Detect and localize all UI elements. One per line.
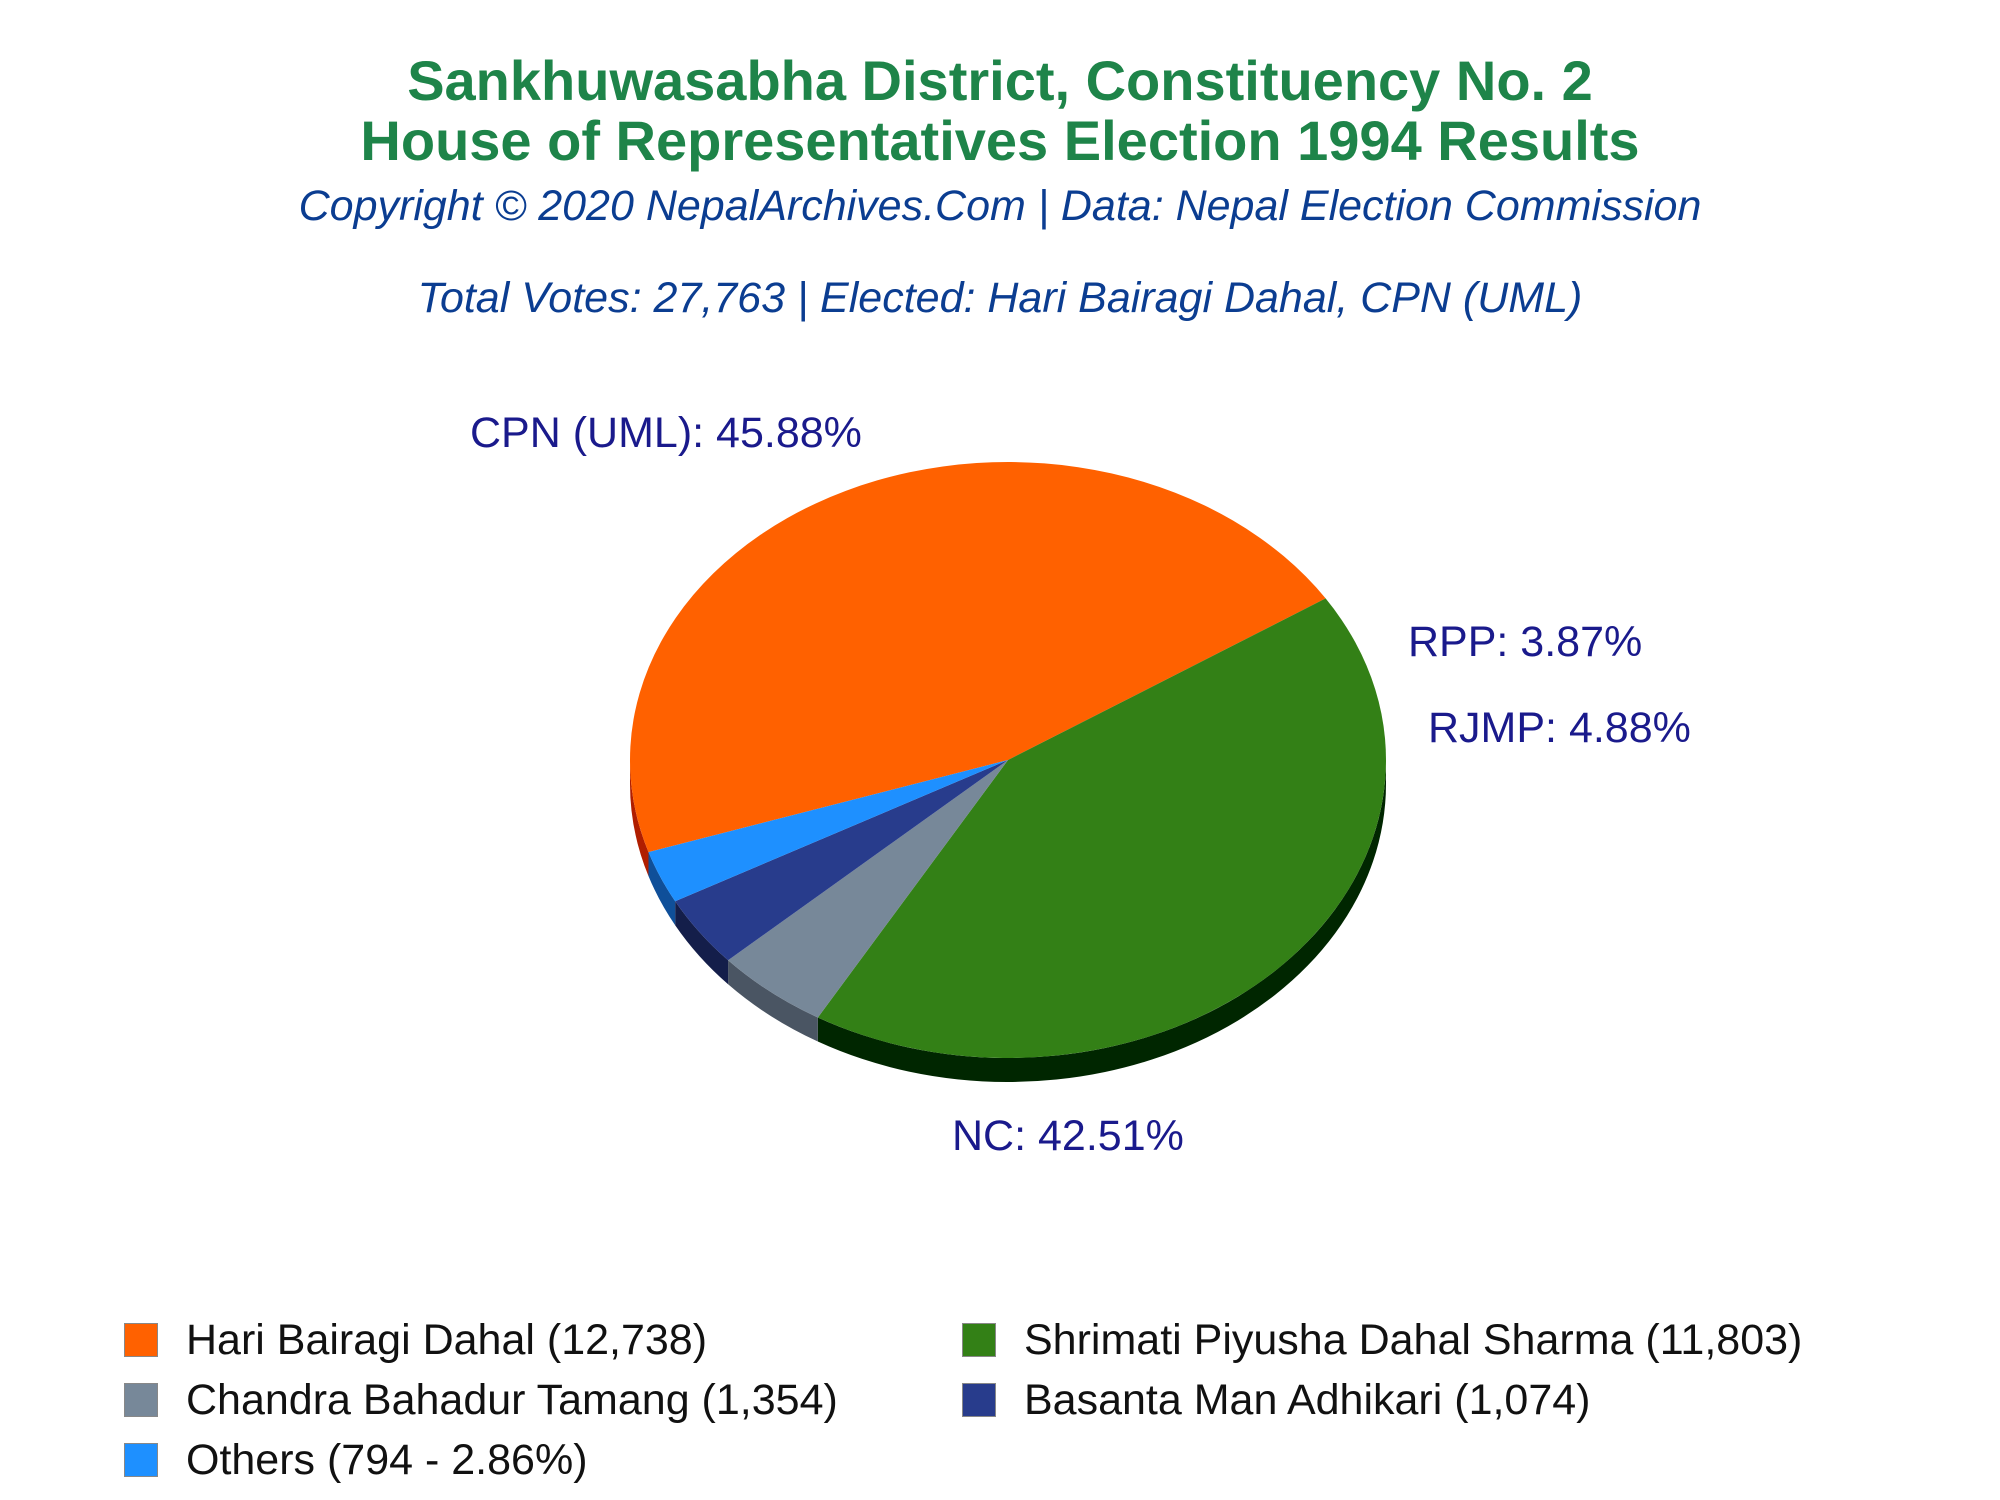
slice-label-cpn-uml: CPN (UML): 45.88% [470, 409, 862, 457]
pie-depth [630, 760, 1386, 1082]
pie-depth-cpn-uml [630, 760, 649, 877]
legend-label: Others (794 - 2.86%) [186, 1435, 588, 1484]
pie-depth-nc [817, 760, 1386, 1082]
pie-depth-rjmp [728, 960, 818, 1042]
chart-title: Sankhuwasabha District, Constituency No.… [407, 49, 1593, 112]
pie-depth-rpp [675, 901, 729, 985]
legend-item: Chandra Bahadur Tamang (1,354) [124, 1374, 838, 1426]
legend-label: Hari Bairagi Dahal (12,738) [186, 1315, 708, 1364]
legend-swatch [124, 1443, 158, 1477]
chart-title-line2: House of Representatives Election 1994 R… [360, 109, 1640, 172]
legend-item: Hari Bairagi Dahal (12,738) [124, 1314, 707, 1366]
legend-swatch [962, 1383, 996, 1417]
pie-slice-nc [817, 598, 1386, 1058]
legend-item: Others (794 - 2.86%) [124, 1434, 588, 1486]
chart-subtitle: Copyright © 2020 NepalArchives.Com | Dat… [298, 182, 1702, 230]
legend-swatch [962, 1323, 996, 1357]
legend-label: Shrimati Piyusha Dahal Sharma (11,803) [1024, 1315, 1803, 1364]
slice-label-rjmp: RJMP: 4.88% [1428, 704, 1691, 752]
pie-slices [629, 462, 1386, 1058]
legend-item: Shrimati Piyusha Dahal Sharma (11,803) [962, 1314, 1802, 1366]
pie-slice-others [648, 760, 1008, 902]
legend-label: Chandra Bahadur Tamang (1,354) [186, 1375, 838, 1424]
pie-depth-others [648, 852, 676, 926]
legend-item: Basanta Man Adhikari (1,074) [962, 1374, 1591, 1426]
legend-swatch [124, 1323, 158, 1357]
pie-labels: CPN (UML): 45.88% NC: 42.51% RJMP: 4.88% RP… [470, 409, 1691, 1160]
legend-label: Basanta Man Adhikari (1,074) [1024, 1375, 1591, 1424]
pie-slice-cpn-uml [629, 462, 1326, 853]
slice-label-nc: NC: 42.51% [952, 1112, 1184, 1160]
chart-summary: Total Votes: 27,763 | Elected: Hari Bair… [417, 274, 1583, 322]
pie-slice-rjmp [728, 760, 1008, 1018]
slice-label-rpp: RPP: 3.87% [1408, 618, 1642, 666]
legend-swatch [124, 1383, 158, 1417]
pie-slice-rpp [675, 760, 1008, 961]
